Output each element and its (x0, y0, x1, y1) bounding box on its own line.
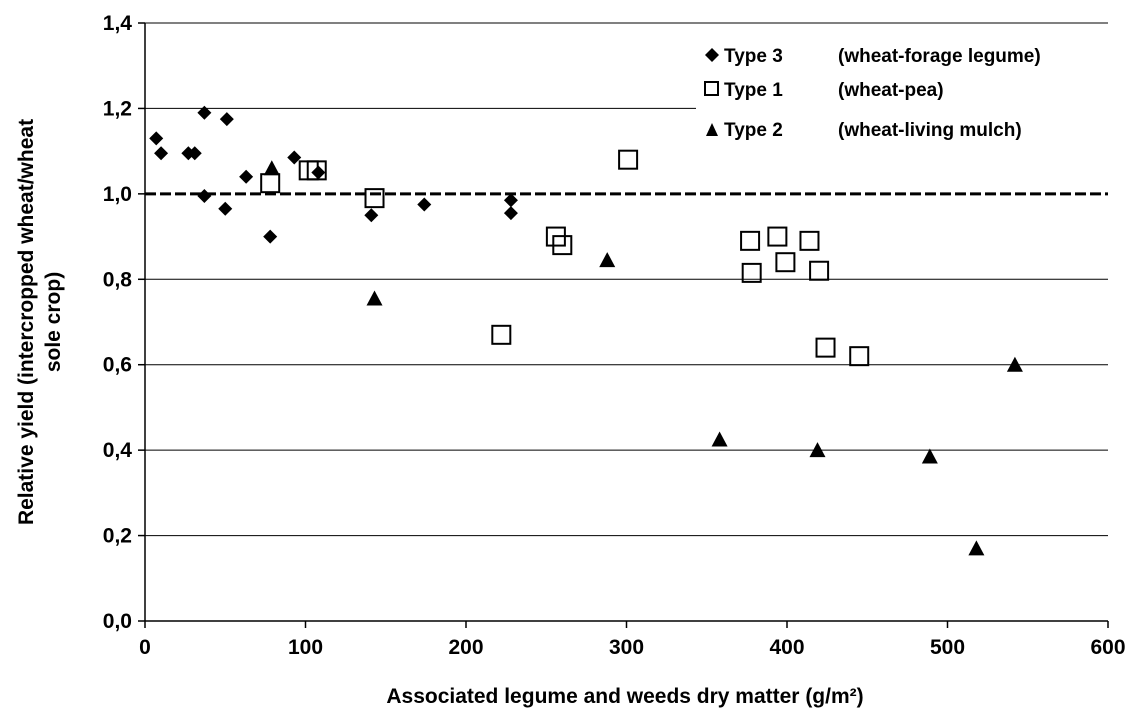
point-type-1 (815, 337, 836, 358)
x-tick-label: 0 (139, 636, 151, 659)
grid-lines (145, 22, 1108, 537)
point-type-3 (197, 105, 212, 120)
point-type-2 (1006, 356, 1023, 372)
x-tick-label: 500 (930, 636, 965, 659)
point-type-3 (263, 229, 278, 244)
y-tick-label: 0,2 (103, 525, 132, 548)
point-type-3 (287, 150, 302, 165)
legend-desc-type-1: (wheat-pea) (838, 80, 944, 101)
legend-triangle-icon (706, 123, 718, 136)
point-type-3 (154, 146, 169, 161)
point-type-2 (711, 431, 728, 447)
legend-background (696, 34, 1116, 146)
x-tick-label: 100 (288, 636, 323, 659)
point-type-3 (187, 146, 202, 161)
point-type-1 (799, 230, 820, 251)
y-tick-label: 1,4 (103, 12, 133, 35)
point-type-1 (775, 252, 796, 273)
legend-label-type-2: Type 2 (724, 120, 783, 141)
point-type-1 (306, 160, 327, 181)
x-axis-title: Associated legume and weeds dry matter (… (386, 685, 863, 708)
point-type-3 (417, 197, 432, 212)
point-type-1 (618, 149, 639, 170)
point-type-2 (968, 540, 985, 556)
point-type-3 (239, 169, 254, 184)
point-type-1 (809, 260, 830, 281)
point-type-1 (260, 173, 281, 194)
x-tick-labels: 0 100 200 300 400 500 600 (139, 636, 1125, 659)
point-type-1 (767, 226, 788, 247)
point-type-3 (503, 206, 518, 221)
legend-label-type-3: Type 3 (724, 46, 783, 67)
y-tick-label: 1,0 (103, 183, 132, 206)
x-tick-label: 600 (1090, 636, 1125, 659)
point-type-2 (809, 442, 826, 458)
legend-diamond-icon (705, 48, 719, 62)
point-type-3 (219, 112, 234, 127)
legend: Type 3 (wheat-forage legume) Type 1 (whe… (696, 34, 1116, 146)
point-type-3 (197, 188, 212, 203)
point-type-2 (599, 252, 616, 268)
y-tick-label: 0,6 (103, 354, 132, 377)
y-tick-label: 0,8 (103, 268, 133, 291)
point-type-3 (218, 201, 233, 216)
y-axis-title-line-2: sole crop) (42, 272, 65, 372)
y-tick-label: 0,4 (103, 439, 133, 462)
legend-label-type-1: Type 1 (724, 80, 783, 101)
y-tick-label: 0,0 (103, 610, 132, 633)
point-type-3 (503, 193, 518, 208)
legend-open-square-icon (704, 81, 719, 96)
point-type-1 (741, 262, 762, 283)
legend-desc-type-3: (wheat-forage legume) (838, 46, 1041, 67)
point-type-2 (366, 290, 383, 306)
y-axis-title: Relative yield (intercropped wheat/wheat… (15, 119, 65, 525)
point-type-1 (364, 188, 385, 209)
point-type-1 (491, 324, 512, 345)
x-tick-label: 400 (769, 636, 804, 659)
y-tick-label: 1,2 (103, 97, 132, 120)
data-points (149, 105, 1023, 556)
point-type-1 (849, 346, 870, 367)
point-type-1 (740, 230, 761, 251)
legend-item-type-2: Type 2 (wheat-living mulch) (706, 120, 1022, 141)
axes (138, 22, 1109, 628)
point-type-3 (149, 131, 164, 146)
x-tick-label: 200 (448, 636, 483, 659)
point-type-2 (263, 160, 280, 176)
y-tick-labels: 0,0 0,2 0,4 0,6 0,8 1,0 1,2 1,4 (103, 12, 133, 633)
legend-desc-type-2: (wheat-living mulch) (838, 120, 1022, 141)
x-tick-label: 300 (609, 636, 644, 659)
point-type-3 (364, 208, 379, 223)
y-axis-title-line-1: Relative yield (intercropped wheat/wheat (15, 119, 38, 525)
legend-item-type-3: Type 3 (wheat-forage legume) (705, 46, 1041, 67)
point-type-1 (552, 235, 573, 256)
point-type-2 (921, 448, 938, 464)
legend-item-type-1: Type 1 (wheat-pea) (704, 80, 944, 101)
